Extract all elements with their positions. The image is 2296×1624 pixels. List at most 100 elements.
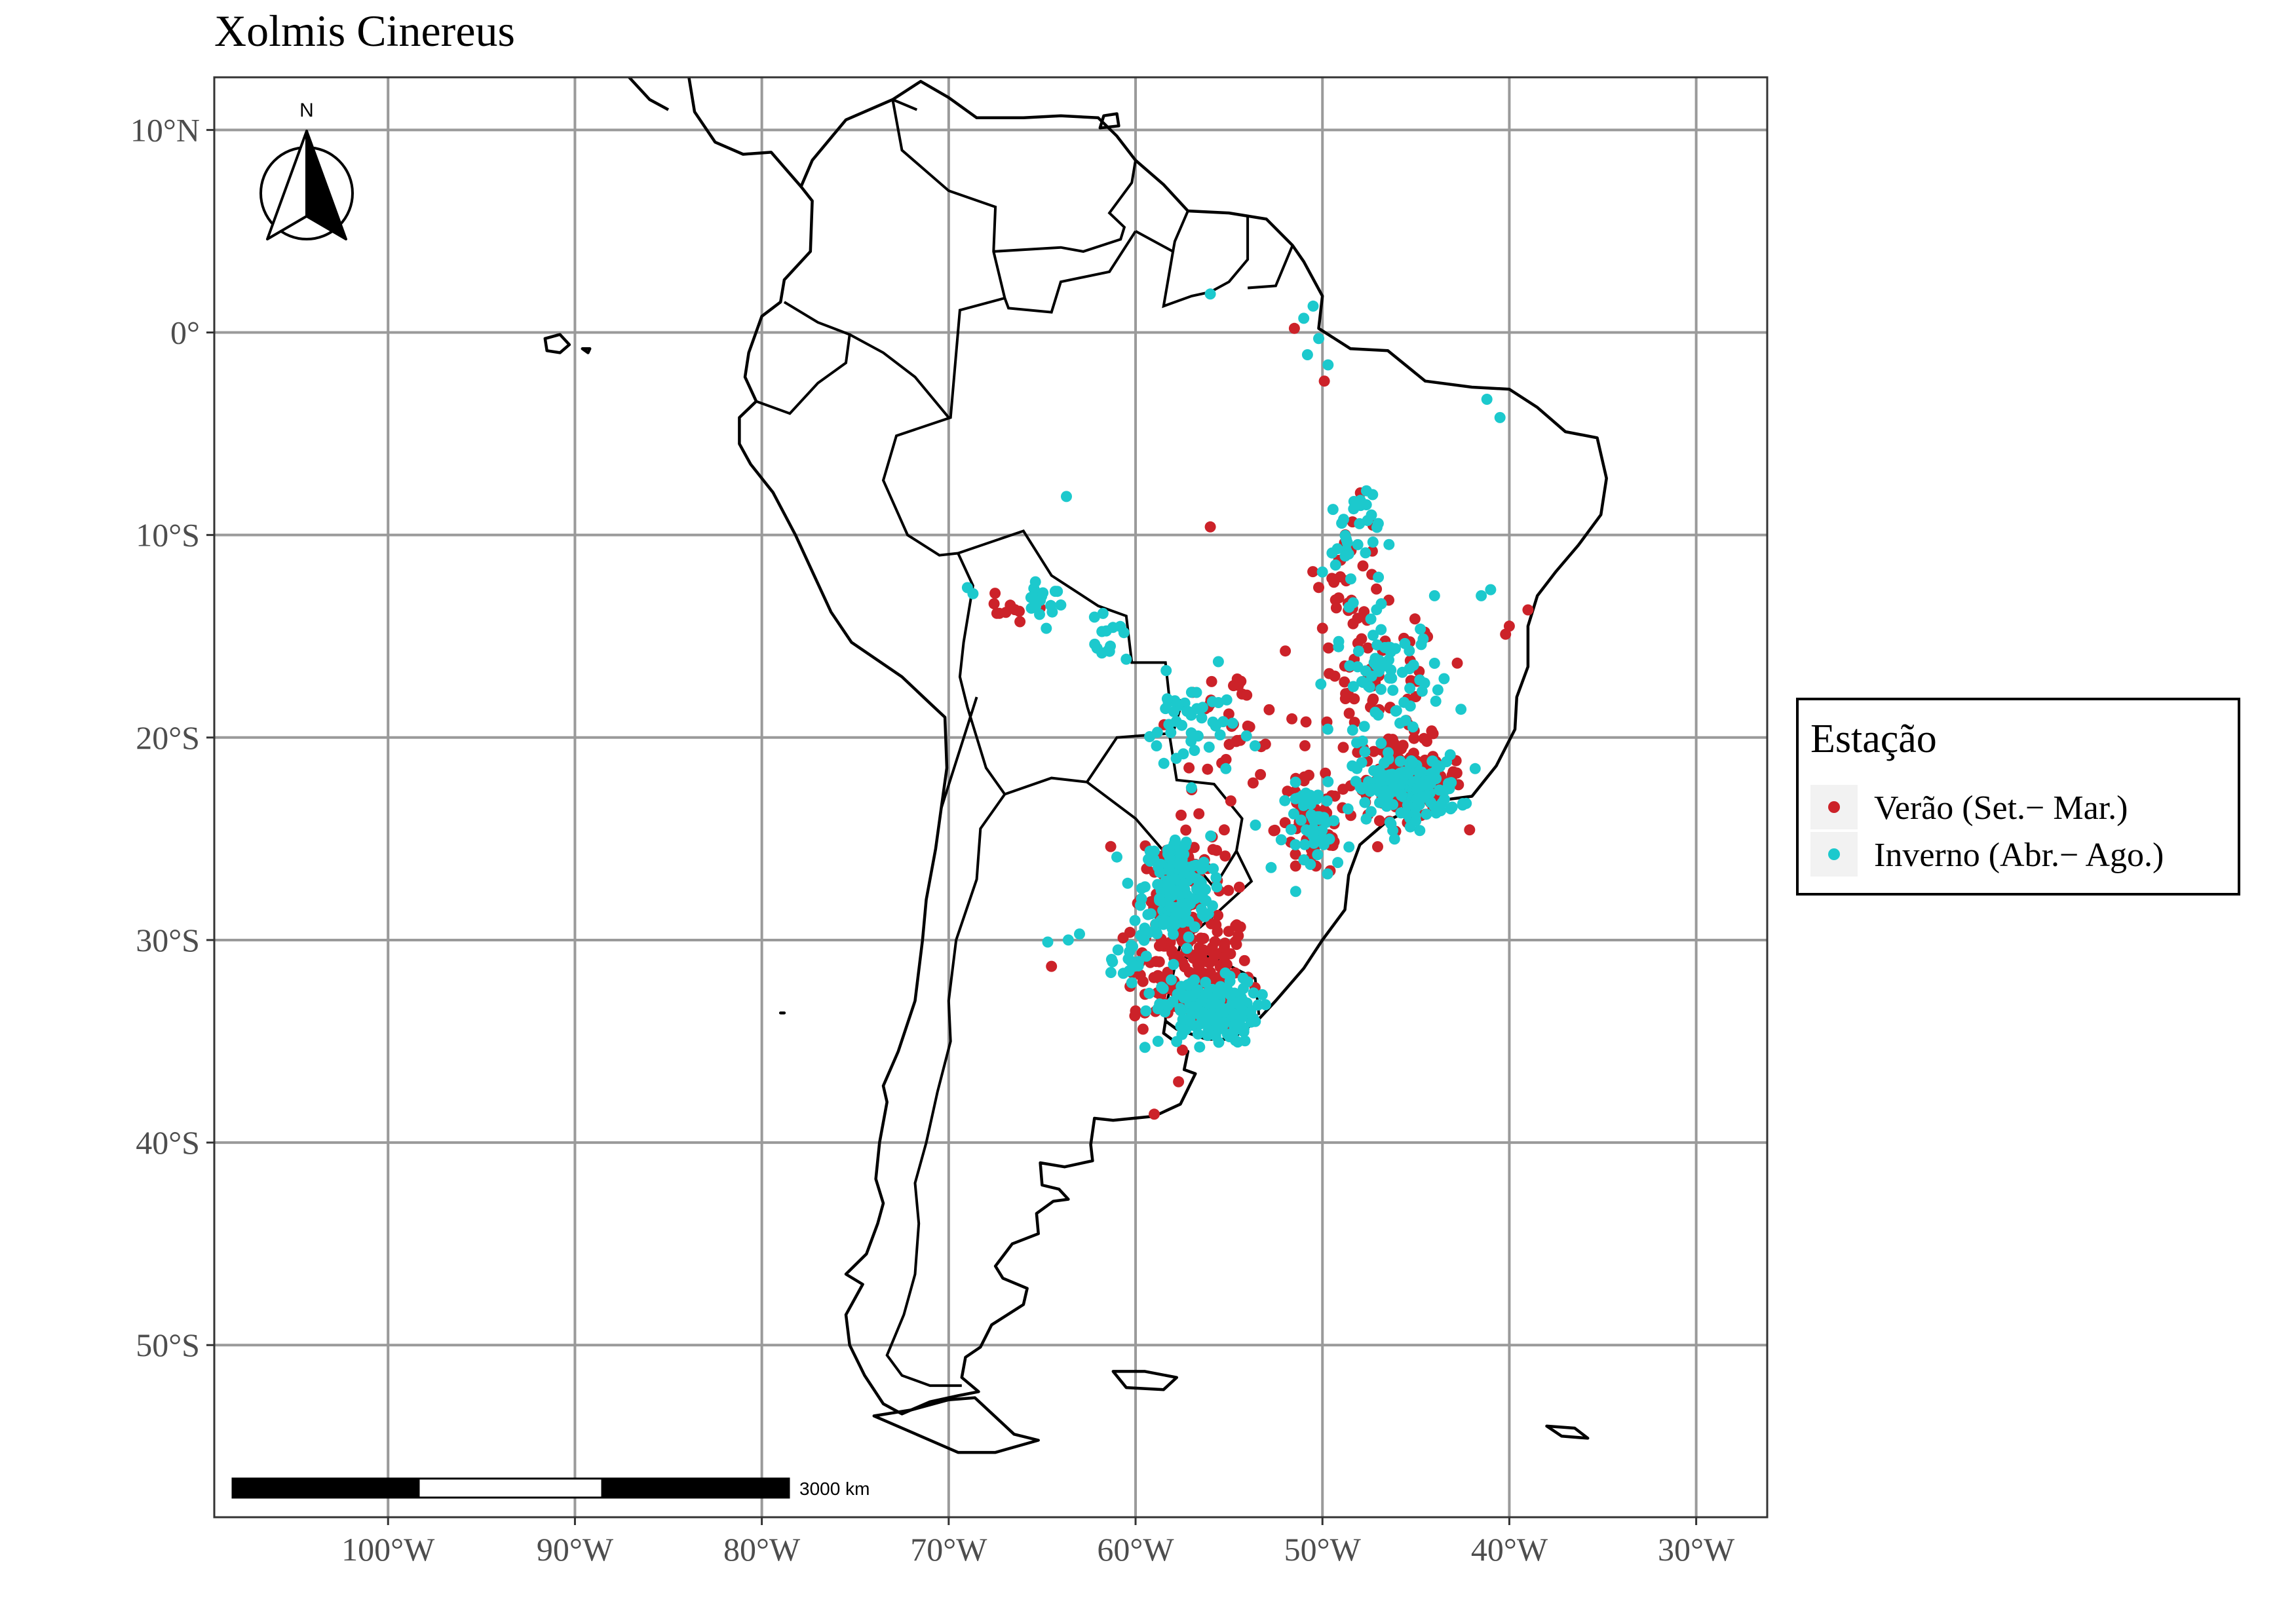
central-america-coastline (687, 77, 803, 188)
winter-record-point (1103, 645, 1115, 657)
winter-record-point (1139, 881, 1151, 893)
summer-record-point (1280, 645, 1292, 657)
summer-record-point (1046, 960, 1058, 972)
winter-record-point (1375, 738, 1387, 749)
scale-bar-segment-2 (417, 1477, 603, 1499)
x-tick-label: 90°W (537, 1531, 614, 1568)
winter-record-point (1366, 509, 1377, 521)
summer-record-point (1286, 713, 1298, 725)
winter-record-point (1176, 1029, 1188, 1040)
winter-record-point (1494, 411, 1506, 423)
winter-record-point (1062, 934, 1074, 946)
winter-record-point (1232, 1023, 1244, 1035)
winter-record-point (1107, 622, 1119, 633)
winter-record-point (1177, 748, 1189, 760)
winter-record-point (1343, 601, 1355, 613)
winter-record-point (1025, 592, 1037, 603)
map-title: Xolmis Cinereus (214, 6, 515, 56)
summer-record-point (1299, 771, 1311, 783)
winter-record-point (1367, 537, 1379, 548)
occurrence-points (961, 288, 1534, 1120)
summer-record-point (1223, 708, 1234, 720)
winter-record-point (1315, 678, 1327, 690)
winter-record-point (1430, 695, 1442, 707)
winter-record-point (1352, 538, 1364, 550)
winter-record-point (1383, 753, 1394, 765)
summer-record-point (1220, 753, 1232, 765)
winter-record-point (1369, 706, 1381, 718)
summer-record-point (1337, 742, 1349, 753)
winter-record-point (1383, 538, 1395, 550)
winter-record-point (1091, 642, 1103, 654)
winter-record-point (1168, 706, 1179, 717)
x-axis: 100°W 90°W 80°W 70°W 60°W 50°W 40°W 30°W (341, 1517, 1735, 1568)
summer-record-point (1326, 573, 1338, 584)
winter-record-point (1151, 740, 1162, 751)
winter-record-point (1313, 811, 1325, 823)
winter-record-point (1238, 983, 1249, 994)
summer-record-point (1155, 939, 1167, 951)
country-border (940, 696, 978, 809)
winter-record-point (1299, 839, 1311, 850)
winter-record-point (1088, 611, 1100, 623)
legend-title: Estação (1810, 717, 1937, 761)
winter-record-point (1352, 645, 1364, 657)
summer-record-point (1263, 704, 1275, 715)
winter-record-point (1215, 1002, 1227, 1013)
summer-record-point (1223, 884, 1234, 896)
winter-record-point (1187, 860, 1198, 872)
winter-record-point (1152, 1003, 1164, 1015)
winter-record-point (1166, 974, 1177, 986)
x-tick-label: 50°W (1284, 1531, 1362, 1568)
winter-record-point (1168, 958, 1179, 970)
winter-record-point (1218, 1017, 1230, 1029)
country-border (881, 297, 1005, 557)
summer-record-point (1318, 375, 1330, 387)
winter-record-point (1074, 928, 1085, 940)
winter-record-point (967, 588, 979, 599)
summer-record-point (1268, 825, 1280, 837)
winter-record-point (1164, 852, 1176, 863)
winter-record-point (1178, 848, 1190, 860)
winter-record-point (1332, 857, 1344, 869)
summer-record-point (1233, 930, 1244, 941)
winter-record-point (1457, 799, 1468, 811)
legend-box (1796, 698, 2240, 896)
winter-record-point (1061, 491, 1072, 502)
winter-record-point (1140, 951, 1152, 962)
winter-record-point (1223, 1031, 1235, 1042)
y-tick-label: 50°S (136, 1327, 200, 1363)
country-border (885, 793, 1006, 1388)
winter-record-point (1111, 851, 1122, 863)
x-tick-label: 70°W (910, 1531, 987, 1568)
summer-record-point (1235, 675, 1247, 687)
winter-record-point (1428, 658, 1440, 669)
winter-record-point (1444, 783, 1455, 795)
summer-record-point (1255, 768, 1267, 780)
summer-record-point (1316, 622, 1328, 634)
winter-record-point (1189, 921, 1200, 933)
winter-record-point (1415, 778, 1427, 790)
winter-record-point (1138, 934, 1150, 946)
winter-record-point (1381, 801, 1392, 812)
winter-record-point (1411, 793, 1423, 805)
winter-record-point (1288, 808, 1299, 820)
winter-record-point (1430, 807, 1442, 819)
winter-record-point (1368, 630, 1379, 641)
country-border (957, 552, 1006, 795)
winter-record-point (1055, 599, 1067, 611)
winter-record-point (1380, 770, 1391, 782)
summer-record-point (1231, 734, 1243, 746)
winter-record-point (1205, 1015, 1217, 1026)
winter-record-point (1279, 795, 1291, 806)
summer-record-point (1352, 613, 1364, 624)
summer-record-point (989, 588, 1001, 599)
summer-record-point (1329, 670, 1341, 682)
winter-record-point (1298, 312, 1310, 324)
country-border (1247, 244, 1294, 290)
winter-record-point (1127, 941, 1139, 953)
winter-record-point (1237, 972, 1249, 984)
legend: Estação Verão (Set.− Mar.) Inverno (Abr.… (1796, 698, 2240, 896)
winter-record-point (1313, 333, 1324, 345)
winter-record-point (1165, 727, 1177, 738)
